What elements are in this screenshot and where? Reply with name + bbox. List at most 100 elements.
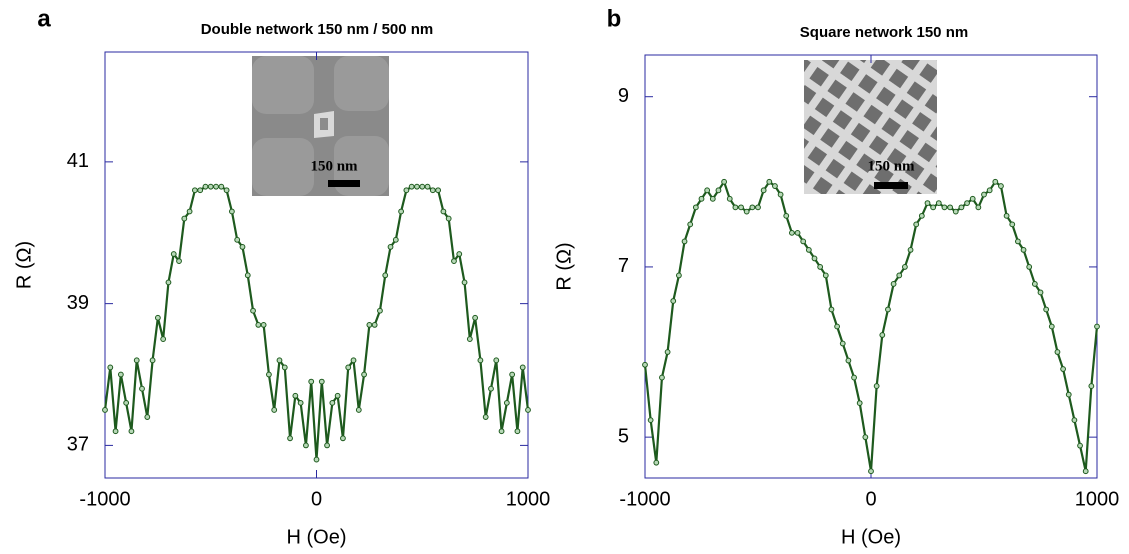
y-tick-label: 9 [618,85,629,107]
data-point [992,178,999,185]
data-point [794,229,801,236]
data-point [303,442,309,449]
data-point [451,258,457,265]
data-point [160,336,167,342]
data-point [239,244,246,250]
data-point [964,200,970,206]
data-point [287,435,293,442]
data-point [488,385,494,392]
data-point [403,187,410,194]
x-tick-label: 0 [311,488,322,510]
data-point [1054,349,1061,355]
data-point [851,374,857,381]
y-tick-label: 41 [67,150,89,172]
data-point [435,187,442,194]
data-point [1003,212,1010,219]
data-point [704,187,711,194]
data-point [811,255,818,262]
data-point [896,272,903,279]
data-point [885,306,891,313]
data-point [244,272,251,279]
data-point [377,307,383,314]
data-point [642,361,648,368]
data-point [941,204,948,211]
data-point [456,251,463,257]
data-point [743,208,750,215]
data-point [361,371,367,378]
data-point [947,204,953,211]
data-point [1071,417,1078,424]
data-point [834,323,840,330]
data-point [777,191,784,198]
data-point [755,204,761,211]
data-point [698,195,705,202]
data-point [1015,238,1021,245]
data-point [664,349,671,355]
data-point [845,357,852,364]
data-point [766,178,773,185]
data-point [176,258,182,265]
data-point [472,314,479,321]
data-point [398,208,405,215]
data-point [760,187,767,194]
y-tick-label: 37 [67,434,89,456]
data-point [913,221,920,228]
data-point [154,314,161,321]
data-point [202,183,209,190]
data-point [659,374,665,381]
data-point [350,357,357,364]
data-point [329,399,336,406]
data-point [519,364,526,371]
data-point [334,392,341,399]
data-point [461,279,468,286]
data-point [276,357,283,364]
x-tick-label: 1000 [1075,488,1120,510]
data-point [218,183,225,190]
data-line [643,179,1099,472]
data-point [503,399,510,406]
x-axis-label: H (Oe) [841,526,901,548]
y-tick-label: 5 [618,425,629,447]
data-point [144,414,151,420]
data-point [1082,468,1089,475]
data-point [681,238,688,245]
data-point [1031,281,1038,287]
data-point [1060,366,1066,372]
data-point [692,204,699,211]
data-point [414,183,420,190]
data-point [292,392,299,399]
data-point [1088,383,1095,389]
data-point [822,272,829,279]
data-point [981,191,987,198]
data-point [223,187,230,194]
data-point [890,281,897,287]
data-point [879,332,886,338]
data-point [1009,221,1016,228]
chart-title: Square network 150 nm [800,24,968,41]
data-point [408,183,415,190]
data-point [112,428,119,435]
data-point [789,229,795,236]
data-point [1020,247,1027,253]
data-point [387,244,394,250]
data-point [102,407,108,413]
data-point [482,414,489,420]
data-point [1037,289,1044,296]
data-point [345,364,352,371]
x-tick-label: 0 [865,488,876,510]
y-tick-label: 39 [67,292,89,314]
data-point [986,187,993,194]
data-point [1048,323,1055,330]
data-point [783,212,790,219]
x-axis-label: H (Oe) [287,526,347,548]
data-point [525,407,531,413]
data-point [382,272,389,279]
data-point [260,321,267,328]
data-point [466,336,473,342]
data-point [234,236,241,243]
data-point [117,371,124,378]
data-point [862,434,869,441]
data-point [186,208,193,215]
data-point [133,357,140,364]
panel-label: a [37,5,51,32]
